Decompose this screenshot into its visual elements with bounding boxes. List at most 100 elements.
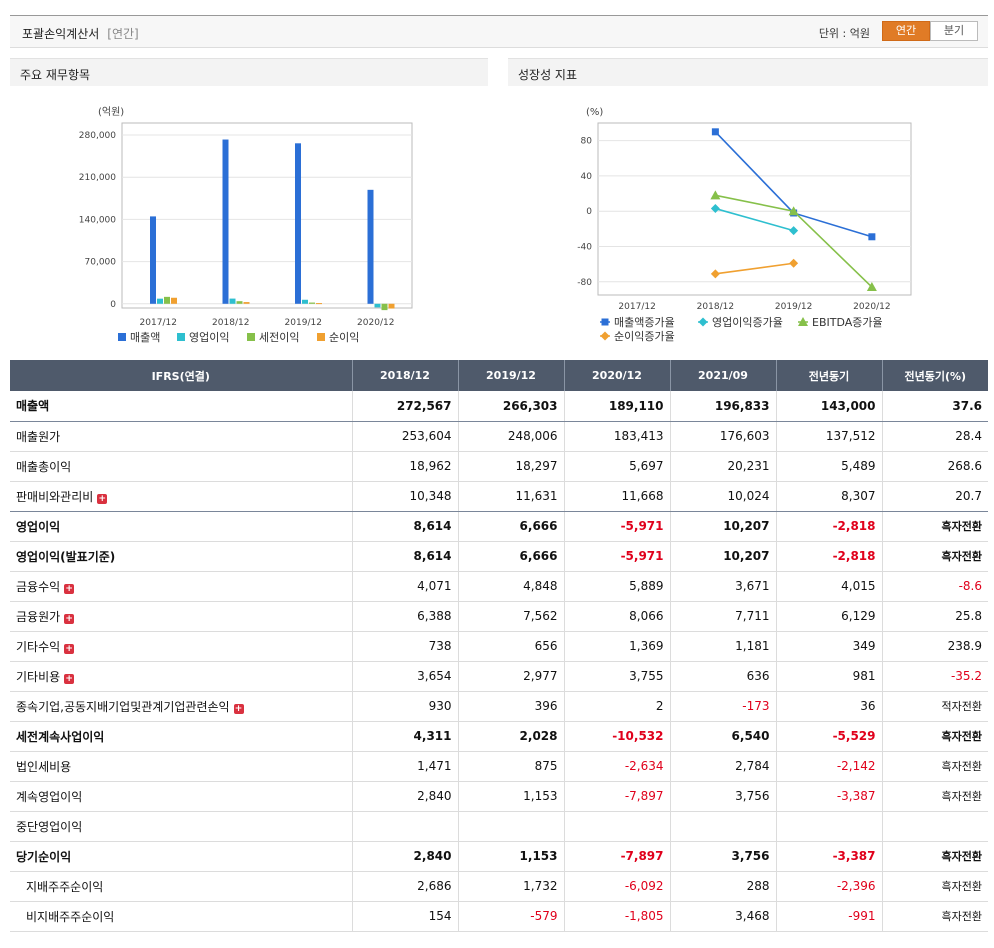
table-cell: 2,686 xyxy=(351,871,458,902)
table-cell: -5,971 xyxy=(563,511,670,542)
x-tick-label: 2020/12 xyxy=(357,318,394,328)
key-financials-bar-chart: 0 70,000 140,000 210,000 280,000 (억원) 2017/12 2… xyxy=(79,106,413,344)
table-row: 비지배주주순이익 154 -579 -1,805 3,468 -991 흑자전환 xyxy=(10,901,988,932)
table-cell: 6,666 xyxy=(457,541,564,572)
table-row: 당기순이익 2,840 1,153 -7,897 3,756 -3,387 흑자전환 xyxy=(10,841,988,872)
bar xyxy=(164,296,170,304)
expand-plus-icon[interactable]: + xyxy=(233,703,244,714)
row-label: 당기순이익 xyxy=(10,841,352,872)
y-tick-label: 210,000 xyxy=(79,173,116,183)
table-cell: 1,471 xyxy=(351,751,458,782)
bar xyxy=(150,216,156,304)
table-row: 영업이익 8,614 6,666 -5,971 10,207 -2,818 흑자전환 xyxy=(10,511,988,542)
plot-area xyxy=(597,122,912,296)
quarter-toggle-button[interactable]: 분기 xyxy=(930,21,978,41)
table-cell: 636 xyxy=(669,661,776,692)
expand-plus-icon[interactable]: + xyxy=(64,613,75,624)
y-tick-label: 0 xyxy=(586,207,592,217)
bar xyxy=(388,303,395,309)
table-row: 지배주주순이익 2,686 1,732 -6,092 288 -2,396 흑자전환 xyxy=(10,871,988,902)
table-cell: -2,818 xyxy=(775,511,882,542)
table-cell: 5,889 xyxy=(563,571,670,602)
line-point xyxy=(789,226,799,236)
table-cell: 248,006 xyxy=(457,421,564,452)
row-label-text: 금융원가 xyxy=(16,609,61,624)
legend-label: 영업이익증가율 xyxy=(712,316,783,329)
table-cell: 875 xyxy=(457,751,564,782)
row-label: 계속영업이익 xyxy=(10,781,352,812)
annual-toggle-button[interactable]: 연간 xyxy=(882,21,930,41)
statement-header: 포괄손익계산서 [연간] 단위 : 억원 연간 분기 xyxy=(10,15,988,48)
row-label: 영업이익 xyxy=(10,511,352,542)
growth-line-chart: -80 -40 0 40 80 (%) 2017/12 2018/12 2019/12 2020/… xyxy=(577,107,912,343)
row-label: 종속기업,공동지배기업및관계기업관련손익 + xyxy=(10,691,352,722)
x-tick-label: 2017/12 xyxy=(140,318,177,328)
row-label: 기타수익 + xyxy=(10,631,352,662)
table-cell: 흑자전환 xyxy=(881,511,988,542)
expand-plus-icon[interactable]: + xyxy=(97,493,108,504)
column-header: 전년동기 xyxy=(775,360,882,391)
table-cell: 18,962 xyxy=(351,451,458,482)
table-cell: 11,631 xyxy=(457,481,564,512)
table-header-row: IFRS(연결) 2018/12 2019/12 2020/12 2021/09… xyxy=(10,360,988,391)
row-label-text: 판매비와관리비 xyxy=(16,489,94,504)
expand-plus-icon[interactable]: + xyxy=(64,643,75,654)
table-row: 세전계속사업이익 4,311 2,028 -10,532 6,540 -5,529 흑자전환 xyxy=(10,721,988,752)
table-cell: -1,805 xyxy=(563,901,670,932)
bar xyxy=(236,301,243,304)
row-label-text: 기타수익 xyxy=(16,639,61,654)
expand-plus-icon[interactable]: + xyxy=(64,673,75,684)
column-header: 2018/12 xyxy=(351,360,458,391)
y-tick-label: 80 xyxy=(581,137,593,147)
table-cell: 10,207 xyxy=(669,541,776,572)
row-label-text: 영업이익 xyxy=(16,519,61,534)
row-label: 비지배주주순이익 xyxy=(10,901,352,932)
row-label-text: 종속기업,공동지배기업및관계기업관련손익 xyxy=(16,699,230,714)
column-header: 전년동기(%) xyxy=(881,360,988,391)
table-cell: 25.8 xyxy=(881,601,988,632)
growth-indicators-title: 성장성 지표 xyxy=(508,58,988,86)
y-tick-label: 40 xyxy=(581,172,593,182)
table-cell: 176,603 xyxy=(669,421,776,452)
line-point xyxy=(710,190,721,200)
table-cell: 10,024 xyxy=(669,481,776,512)
table-cell: 738 xyxy=(351,631,458,662)
table-cell: 10,207 xyxy=(669,511,776,542)
table-cell: 흑자전환 xyxy=(881,751,988,782)
table-cell: 8,614 xyxy=(351,511,458,542)
table-cell: -7,897 xyxy=(563,781,670,812)
line-point xyxy=(600,331,610,341)
expand-plus-icon[interactable]: + xyxy=(64,583,75,594)
table-cell xyxy=(351,811,458,842)
table-cell: -2,142 xyxy=(775,751,882,782)
table-cell: 6,129 xyxy=(775,601,882,632)
table-row: 영업이익(발표기준) 8,614 6,666 -5,971 10,207 -2,818 흑자… xyxy=(10,541,988,572)
table-cell: 266,303 xyxy=(457,391,564,422)
table-cell: 적자전환 xyxy=(881,691,988,722)
y-tick-label: 0 xyxy=(110,300,116,310)
bar xyxy=(157,298,163,304)
x-tick-label: 2019/12 xyxy=(775,302,812,312)
row-label: 기타비용 + xyxy=(10,661,352,692)
column-header: 2019/12 xyxy=(457,360,564,391)
table-cell: 4,015 xyxy=(775,571,882,602)
row-label-text: 당기순이익 xyxy=(16,849,72,864)
row-label-text: 세전계속사업이익 xyxy=(16,729,105,744)
legend-label: 매출액증가율 xyxy=(614,316,675,329)
table-cell: -2,634 xyxy=(563,751,670,782)
table-cell: 6,388 xyxy=(351,601,458,632)
table-cell: 2,977 xyxy=(457,661,564,692)
table-cell: 3,468 xyxy=(669,901,776,932)
bar xyxy=(171,297,177,304)
table-cell: 7,562 xyxy=(457,601,564,632)
table-cell: 3,756 xyxy=(669,781,776,812)
table-cell: 3,671 xyxy=(669,571,776,602)
line-point xyxy=(866,282,877,292)
table-cell: 3,654 xyxy=(351,661,458,692)
table-cell: 5,697 xyxy=(563,451,670,482)
column-header: IFRS(연결) xyxy=(10,360,352,391)
table-cell: 4,848 xyxy=(457,571,564,602)
series-line xyxy=(715,262,794,275)
table-cell xyxy=(563,811,670,842)
row-label: 판매비와관리비 + xyxy=(10,481,352,512)
